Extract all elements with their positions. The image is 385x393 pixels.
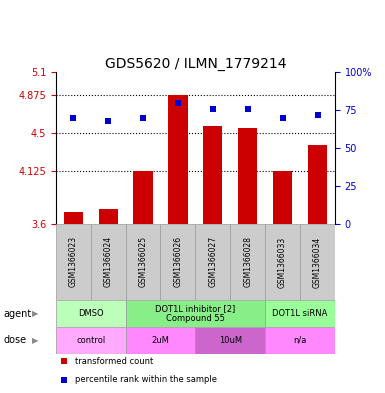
Text: GSM1366024: GSM1366024 <box>104 236 113 288</box>
Bar <box>195 224 230 300</box>
Bar <box>265 327 335 354</box>
Bar <box>238 128 257 224</box>
Text: control: control <box>76 336 105 345</box>
Text: ▶: ▶ <box>32 336 38 345</box>
Bar <box>134 171 152 224</box>
Bar <box>273 171 292 224</box>
Text: dose: dose <box>4 335 27 345</box>
Point <box>140 115 146 121</box>
Point <box>61 358 67 365</box>
Text: DMSO: DMSO <box>78 309 104 318</box>
Text: transformed count: transformed count <box>75 357 154 366</box>
Bar <box>161 224 195 300</box>
Point <box>244 105 251 112</box>
Text: 10uM: 10uM <box>219 336 242 345</box>
Bar <box>265 224 300 300</box>
Point <box>175 99 181 106</box>
Text: percentile rank within the sample: percentile rank within the sample <box>75 375 218 384</box>
Bar <box>64 211 83 224</box>
Text: GSM1366034: GSM1366034 <box>313 236 322 288</box>
Bar <box>56 224 91 300</box>
Bar <box>126 224 161 300</box>
Point <box>210 105 216 112</box>
Point <box>70 115 76 121</box>
Point <box>61 377 67 383</box>
Bar <box>91 224 126 300</box>
Text: n/a: n/a <box>293 336 307 345</box>
Text: GSM1366027: GSM1366027 <box>208 236 218 288</box>
Text: 2uM: 2uM <box>152 336 169 345</box>
Bar <box>99 209 118 224</box>
Bar <box>56 327 126 354</box>
Bar <box>300 224 335 300</box>
Bar <box>126 327 195 354</box>
Point <box>280 115 286 121</box>
Text: GSM1366026: GSM1366026 <box>173 236 182 288</box>
Bar <box>203 126 223 224</box>
Bar <box>168 94 187 224</box>
Text: GSM1366023: GSM1366023 <box>69 236 78 288</box>
Text: GSM1366028: GSM1366028 <box>243 237 252 287</box>
Bar <box>265 300 335 327</box>
Bar <box>56 300 126 327</box>
Bar <box>195 327 265 354</box>
Bar <box>230 224 265 300</box>
Text: GSM1366033: GSM1366033 <box>278 236 287 288</box>
Bar <box>308 145 327 224</box>
Text: ▶: ▶ <box>32 309 38 318</box>
Title: GDS5620 / ILMN_1779214: GDS5620 / ILMN_1779214 <box>105 57 286 71</box>
Text: DOT1L inhibitor [2]
Compound 55: DOT1L inhibitor [2] Compound 55 <box>155 304 236 323</box>
Point <box>315 112 321 118</box>
Bar <box>126 300 265 327</box>
Point <box>105 118 111 124</box>
Text: GSM1366025: GSM1366025 <box>139 236 147 288</box>
Text: DOT1L siRNA: DOT1L siRNA <box>272 309 328 318</box>
Text: agent: agent <box>4 309 32 319</box>
